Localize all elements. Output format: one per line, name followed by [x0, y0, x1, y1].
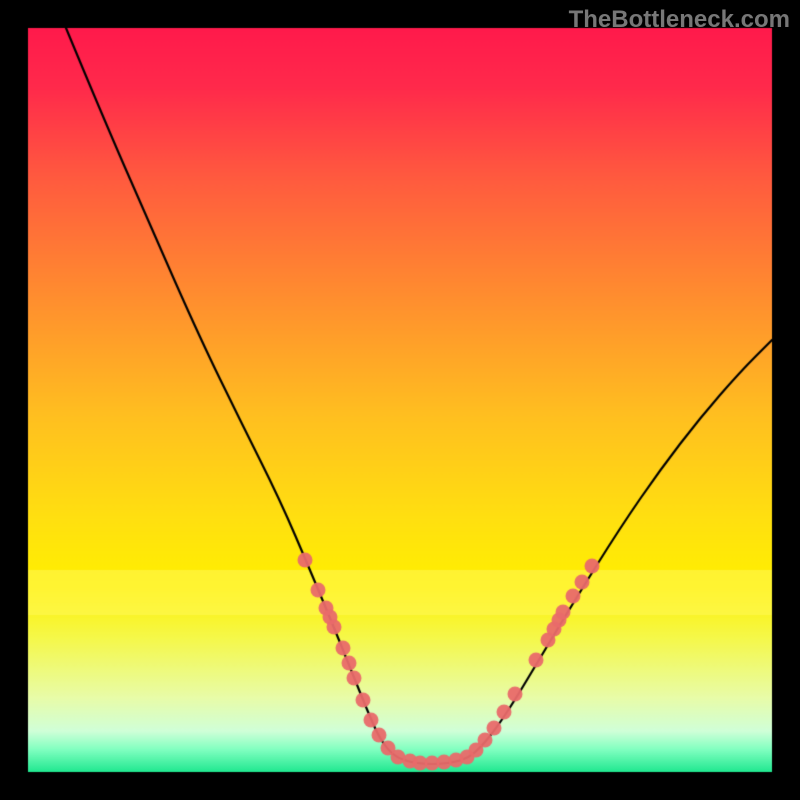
chart-canvas	[0, 0, 800, 800]
watermark-text: TheBottleneck.com	[569, 6, 790, 34]
chart-container: TheBottleneck.com	[0, 0, 800, 800]
